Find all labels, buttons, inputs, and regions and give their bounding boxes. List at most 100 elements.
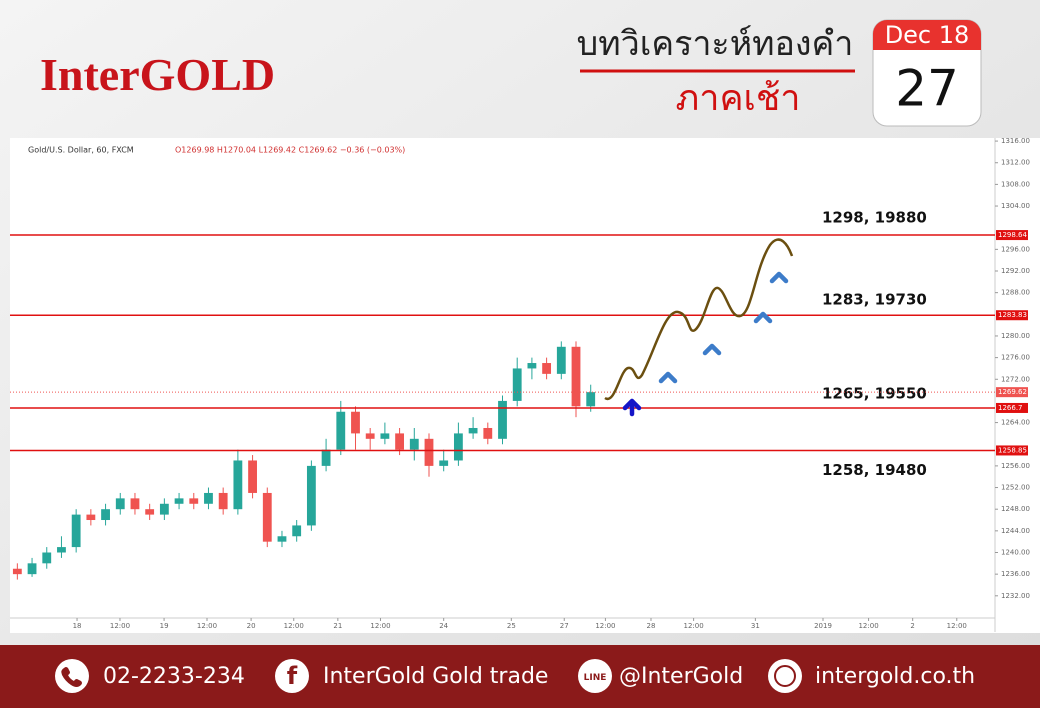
x-tick-label: 12:00 — [110, 622, 130, 630]
candle-body — [204, 492, 213, 504]
facebook-icon — [275, 659, 309, 693]
candle-body — [130, 498, 140, 510]
line-glyph: LINE — [584, 673, 607, 683]
calendar: Dec 18 27 — [872, 19, 982, 127]
candle-body — [306, 465, 316, 526]
level-tag-label: 1266.7 — [998, 404, 1023, 412]
candle-body — [380, 433, 390, 439]
candle-body — [145, 509, 155, 515]
candle-body — [424, 438, 434, 466]
candle-body — [395, 433, 404, 450]
last-price-tag — [996, 387, 1028, 398]
y-tick-label: 1244.00 — [1001, 527, 1030, 535]
candle-body — [586, 392, 596, 407]
candle-body — [248, 460, 257, 493]
y-tick-label: 1264.00 — [1001, 419, 1030, 427]
projection-curve — [604, 238, 794, 401]
candle-body — [42, 552, 52, 564]
candle-body — [542, 363, 552, 374]
x-tick-label: 19 — [160, 622, 169, 630]
candle-body — [27, 563, 37, 575]
phone-icon — [55, 659, 89, 693]
level-tag-label: 1298.64 — [998, 231, 1027, 239]
y-tick-label: 1240.00 — [1001, 548, 1030, 556]
level-annotation: 1265, 19550 — [822, 384, 927, 402]
level-annotation: 1298, 19880 — [822, 209, 927, 227]
level-annotation: 1258, 19480 — [822, 461, 927, 479]
level-tag — [996, 310, 1028, 321]
candle-body — [57, 547, 66, 553]
candle-body — [321, 449, 331, 466]
candle-body — [483, 427, 493, 439]
x-tick-label: 25 — [507, 622, 516, 630]
last-price-label: 1269.62 — [998, 388, 1027, 396]
y-tick-label: 1296.00 — [1001, 245, 1030, 253]
y-tick-label: 1288.00 — [1001, 289, 1030, 297]
candle-body — [101, 509, 110, 521]
candle-body — [71, 514, 81, 548]
y-tick-label: 1316.00 — [1001, 137, 1030, 145]
chart: 1232.00 1236.00 1240.00 1244.00 1248.00 1252.… — [10, 137, 1030, 630]
phone: 02-2233-234 — [103, 664, 245, 689]
candle-body — [12, 568, 22, 575]
y-tick-label: 1236.00 — [1001, 570, 1030, 578]
arrow — [769, 271, 789, 284]
website: intergold.co.th — [815, 664, 975, 689]
candle-body — [86, 514, 96, 521]
calendar-day: 27 — [895, 60, 959, 118]
x-tick-label: 12:00 — [947, 622, 967, 630]
x-tick-label: 27 — [560, 622, 569, 630]
y-tick-label: 1256.00 — [1001, 462, 1030, 470]
level-tag-label: 1283.83 — [998, 311, 1027, 319]
candle-body — [571, 346, 581, 407]
x-tick-label: 24 — [439, 622, 448, 630]
y-tick-label: 1248.00 — [1001, 505, 1030, 513]
candle-body — [468, 427, 478, 434]
title: บทวิเคราะห์ทองคำ — [577, 24, 854, 64]
candle-body — [218, 492, 228, 510]
line-icon — [578, 659, 612, 693]
y-tick-label: 1312.00 — [1001, 159, 1030, 167]
candle-body — [189, 498, 199, 504]
x-tick-label: 12:00 — [684, 622, 704, 630]
level-tag — [996, 445, 1028, 456]
level-tag — [996, 230, 1028, 241]
y-tick-label: 1308.00 — [1001, 180, 1030, 188]
candle-body — [159, 503, 169, 515]
subtitle: ภาคเช้า — [676, 78, 801, 119]
footer — [0, 645, 1040, 708]
candle-body — [453, 433, 463, 461]
arrow — [702, 343, 722, 356]
y-tick-label: 1304.00 — [1001, 202, 1030, 210]
candle-body — [174, 498, 184, 504]
web-glyph — [774, 665, 796, 687]
y-tick-label: 1280.00 — [1001, 332, 1030, 340]
y-tick-label: 1232.00 — [1001, 592, 1030, 600]
candle-body — [277, 536, 287, 542]
x-tick-label: 12:00 — [370, 622, 390, 630]
arrow — [622, 398, 642, 417]
chart-title: Gold/U.S. Dollar, 60, FXCM — [28, 146, 134, 155]
web-icon — [768, 659, 802, 693]
x-tick-label: 28 — [647, 622, 656, 630]
calendar-top — [873, 20, 981, 50]
candle-body — [351, 411, 360, 434]
candle-body — [262, 492, 272, 542]
calendar-month: Dec 18 — [885, 21, 970, 49]
facebook: InterGold Gold trade — [323, 664, 548, 689]
facebook-glyph: f — [287, 662, 298, 690]
phone-glyph — [61, 667, 82, 687]
y-tick-label: 1272.00 — [1001, 375, 1030, 383]
candle-body — [233, 460, 243, 510]
x-tick-label: 31 — [751, 622, 760, 630]
level-annotation: 1283, 19730 — [822, 291, 927, 309]
logo: InterGOLD — [40, 49, 275, 100]
x-tick-label: 12:00 — [284, 622, 304, 630]
x-tick-label: 12:00 — [858, 622, 878, 630]
x-tick-label: 20 — [247, 622, 256, 630]
x-tick-label: 18 — [73, 622, 82, 630]
candle-body — [527, 363, 537, 369]
arrow — [753, 311, 773, 324]
line-id: @InterGold — [619, 664, 743, 689]
x-tick-label: 21 — [333, 622, 342, 630]
